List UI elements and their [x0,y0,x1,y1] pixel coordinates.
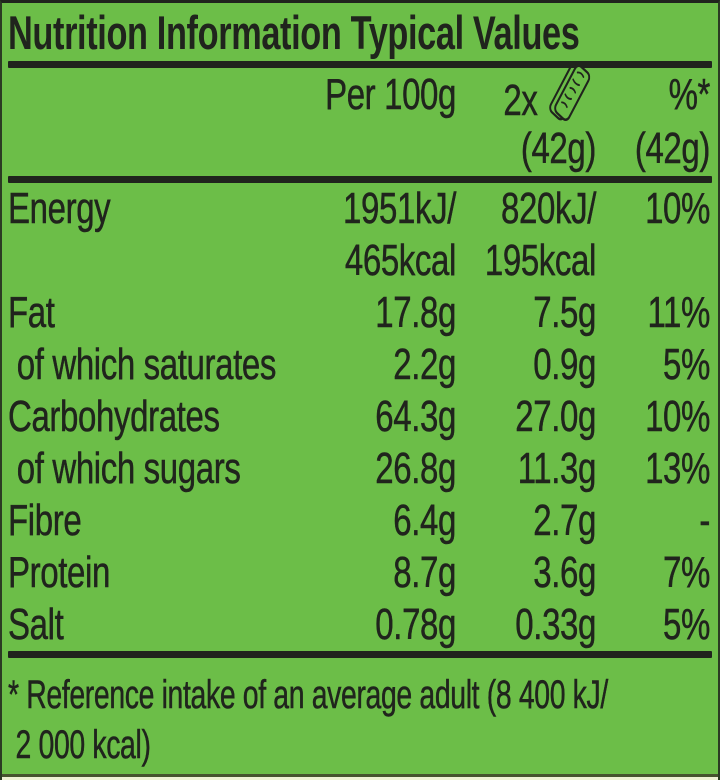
value-per-portion: 7.5g [533,288,596,338]
divider-above-footnote [8,651,712,658]
label-header: Nutrition Information Typical Values [2,3,718,61]
nutrition-table-body: Energy 1951kJ/ 465kcal 820kJ/ 195kcal 10… [2,183,718,651]
value-percent-ri: 10% [645,184,711,234]
value-per-100g: 2.2g [393,340,456,390]
column-headers: Per 100g 2x [2,63,718,176]
table-row: of which saturates 2.2g 0.9g 5% [2,339,718,391]
table-row: Energy 1951kJ/ 465kcal 820kJ/ 195kcal 10… [2,183,718,287]
value-per-portion: 820kJ/ 195kcal [484,184,597,286]
nutrient-name: Fibre [8,496,82,546]
value-percent-ri: 7% [663,548,711,598]
value-percent-ri: 11% [647,288,710,338]
value-per-100g: 1951kJ/ 465kcal [343,184,457,286]
bottom-edge-dark-line [2,774,718,777]
value-per-100g: 0.78g [375,600,456,650]
value-per-portion: 0.9g [533,340,596,390]
value-percent-ri: 5% [663,600,711,650]
label-bottom-edge [2,774,718,780]
value-percent-ri: - [699,496,710,546]
page-title: Nutrition Information Typical Values [8,6,580,59]
table-row: Fat 17.8g 7.5g 11% [2,287,718,339]
value-per-portion: 3.6g [533,548,596,598]
column-header-per-portion: 2x [456,63,596,125]
table-row: Salt 0.78g 0.33g 5% [2,599,718,651]
portion-multiplier: 2x [503,76,538,126]
column-header-percent-ri: %* [668,70,710,120]
footnote-line-1: * Reference intake of an average adult (… [8,673,609,718]
nutrient-name: Carbohydrates [8,392,220,442]
column-header-per-100g: Per 100g [325,70,457,120]
value-percent-ri: 10% [645,392,711,442]
divider-under-title [8,61,712,68]
table-row: Protein 8.7g 3.6g 7% [2,547,718,599]
nutrient-name: of which sugars [8,444,241,494]
column-header-row-2: (42g) (42g) [2,122,718,176]
bottom-edge-highlight [2,777,718,780]
nutrient-name: Salt [8,600,64,650]
value-percent-ri: 13% [645,444,711,494]
column-header-row-1: Per 100g 2x [2,63,718,125]
value-per-100g: 64.3g [375,392,456,442]
value-per-portion: 0.33g [515,600,596,650]
nutrient-name: Fat [8,288,55,338]
footnote-line-2: 2 000 kcal) [8,723,151,768]
column-header-spacer [8,68,296,122]
cereal-bar-icon [549,63,591,121]
nutrient-name: Protein [8,548,111,598]
table-row: of which sugars 26.8g 11.3g 13% [2,443,718,495]
value-per-100g: 8.7g [393,548,456,598]
column-header-spacer [8,122,296,176]
table-row: Fibre 6.4g 2.7g - [2,495,718,547]
reference-intake-footnote: * Reference intake of an average adult (… [2,658,718,770]
value-per-100g: 17.8g [375,288,456,338]
portion-weight: (42g) [520,124,597,174]
column-header-spacer [296,122,456,176]
value-per-100g: 6.4g [393,496,456,546]
value-per-100g: 26.8g [375,444,456,494]
value-per-portion: 11.3g [517,444,597,494]
nutrient-name: Energy [8,184,111,234]
value-per-portion: 2.7g [533,496,596,546]
nutrient-name: of which saturates [8,340,277,390]
value-per-portion: 27.0g [515,392,596,442]
percent-ri-weight: (42g) [634,124,711,174]
table-row: Carbohydrates 64.3g 27.0g 10% [2,391,718,443]
value-percent-ri: 5% [663,340,711,390]
divider-under-headers [8,176,712,183]
